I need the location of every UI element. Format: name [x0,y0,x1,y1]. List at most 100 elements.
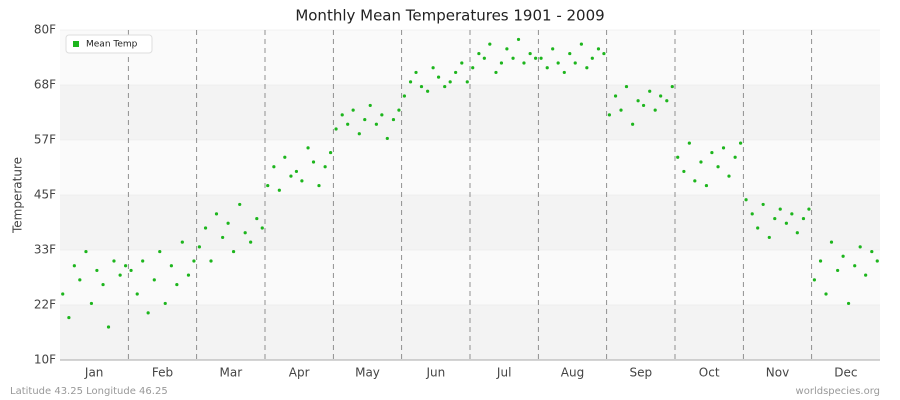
x-tick-label: Jun [425,366,445,380]
legend: Mean Temp [65,34,153,54]
data-point [214,212,219,216]
data-point [602,51,606,56]
data-point [773,216,777,221]
data-point [443,84,447,89]
data-point [89,301,94,306]
data-point [778,207,782,211]
data-point [790,212,794,216]
data-point [488,42,492,46]
data-point [619,108,623,112]
x-tick-label: Jan [84,366,104,380]
data-point [357,132,361,136]
data-point [460,61,464,65]
data-point [180,240,184,244]
data-point [818,259,823,263]
x-tick-label: May [355,366,380,380]
data-point [238,202,242,207]
data-point [414,70,418,75]
data-point [477,51,481,56]
data-point [84,249,88,254]
footer-left: Latitude 43.25 Longitude 46.25 [10,386,168,397]
data-point [607,113,612,117]
data-point [653,108,657,112]
data-point [704,183,709,188]
data-point [756,226,760,230]
legend-box [65,34,153,54]
data-point [670,84,674,89]
data-point [482,56,486,60]
y-tick-label: 22F [34,297,56,311]
data-point [767,235,771,240]
data-point [551,47,555,51]
data-point [61,292,65,296]
data-point [699,160,703,164]
data-point [255,216,259,221]
data-point [294,169,299,174]
data-point [454,70,458,75]
data-point [391,117,396,122]
data-point [870,249,874,254]
x-tick-label: Nov [766,366,789,380]
data-point [687,141,691,145]
data-point [277,188,281,192]
x-tick-label: Feb [152,366,173,380]
data-point [824,292,828,296]
data-point [721,146,726,150]
data-point [289,174,293,178]
data-point [562,70,566,75]
legend-label: Mean Temp [86,40,138,50]
data-point [95,268,99,273]
data-point [351,108,355,112]
data-point [596,47,601,51]
data-point [374,122,378,126]
data-point [163,301,167,306]
data-point [511,56,515,60]
data-point [426,89,430,93]
data-point [419,84,424,89]
data-point [829,240,834,244]
legend-swatch [73,41,79,47]
data-point [124,264,128,268]
data-point [380,113,384,117]
data-point [568,51,572,56]
data-point [539,56,543,60]
data-point [317,183,321,188]
data-point [243,231,247,235]
data-point [118,273,122,277]
data-point [750,212,754,216]
data-point [716,165,720,169]
data-point [260,226,264,230]
data-point [585,66,589,70]
data-point [499,61,504,65]
data-point [784,221,788,225]
data-point [858,245,862,249]
data-point [579,42,583,46]
data-point [334,127,338,131]
data-point [436,75,441,79]
data-point [72,264,76,268]
data-point [545,66,549,70]
data-point [266,183,270,188]
data-point [465,80,469,84]
data-point [676,155,680,159]
data-point [78,278,82,282]
data-point [340,113,344,117]
data-point [146,311,150,315]
data-point [129,268,133,273]
data-point [641,103,646,108]
data-point [209,259,213,263]
data-point [311,160,316,164]
data-point [744,198,748,202]
plot-band [60,304,880,360]
data-point [761,202,765,207]
y-tick-label: 80F [34,23,56,37]
y-axis-label: Temperature [11,157,25,234]
data-point [158,249,162,254]
data-point [226,221,230,225]
data-point [402,94,406,98]
data-point [801,216,806,221]
data-point [528,51,532,56]
data-point [624,84,629,89]
chart-title: Monthly Mean Temperatures 1901 - 2009 [295,7,604,25]
